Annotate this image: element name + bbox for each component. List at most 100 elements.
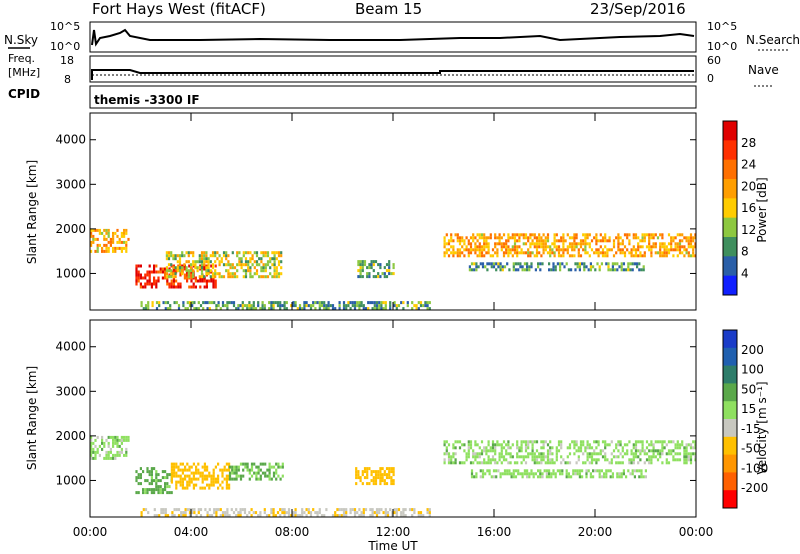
echo-cell	[103, 249, 106, 253]
echo-cell	[203, 263, 206, 267]
echo-cell	[90, 453, 93, 457]
echo-cell	[579, 449, 583, 453]
echo-cell	[553, 254, 556, 258]
nave-label: Nave	[748, 63, 779, 77]
echo-cell	[678, 245, 682, 249]
echo-cell	[228, 486, 231, 490]
echo-cell	[467, 452, 470, 456]
echo-cell	[566, 446, 569, 450]
echo-cell	[164, 476, 167, 480]
echo-cell	[476, 233, 479, 237]
echo-cell	[606, 458, 609, 462]
echo-cell	[683, 455, 686, 459]
echo-cell	[588, 452, 591, 456]
echo-cell	[375, 301, 379, 305]
echo-cell	[359, 266, 362, 270]
echo-cell	[514, 268, 518, 272]
echo-cell	[674, 452, 677, 456]
echo-cell	[488, 262, 491, 266]
echo-cell	[120, 240, 123, 244]
echo-cell	[652, 446, 655, 450]
echo-cell	[634, 236, 638, 240]
echo-cell	[327, 307, 330, 311]
echo-cell	[648, 233, 651, 237]
echo-cell	[379, 479, 382, 483]
echo-cell	[254, 511, 258, 515]
echo-cell	[139, 285, 142, 289]
echo-cell	[548, 472, 551, 476]
echo-cell	[94, 453, 97, 457]
echo-cell	[519, 472, 522, 476]
echo-cell	[298, 307, 302, 311]
echo-cell	[450, 455, 453, 459]
colorbar-tick-label: -15	[741, 422, 761, 436]
echo-cell	[169, 307, 172, 311]
echo-cell	[499, 265, 502, 269]
echo-cell	[137, 476, 140, 480]
echo-cell	[94, 450, 97, 454]
echo-cell	[529, 254, 532, 258]
echo-cell	[599, 251, 602, 255]
echo-cell	[575, 443, 578, 447]
echo-cell	[167, 254, 171, 258]
echo-cell	[489, 254, 492, 258]
echo-cell	[627, 268, 630, 272]
echo-cell	[588, 446, 591, 450]
echo-cell	[218, 275, 221, 279]
echo-cell	[103, 456, 106, 460]
echo-cell	[173, 301, 176, 305]
echo-cell	[619, 440, 622, 444]
echo-cell	[388, 476, 391, 480]
echo-cell	[273, 251, 276, 255]
echo-cell	[101, 438, 104, 442]
echo-cell	[641, 254, 644, 258]
echo-cell	[120, 234, 123, 238]
echo-cell	[678, 251, 682, 255]
echo-cell	[518, 239, 521, 243]
echo-cell	[694, 242, 697, 246]
echo-cell	[150, 282, 153, 286]
echo-cell	[518, 446, 521, 450]
echo-cell	[270, 307, 273, 311]
echo-cell	[465, 248, 468, 252]
echo-cell	[285, 511, 288, 515]
echo-cell	[270, 508, 273, 512]
noise-right-tick-bottom: 10^0	[707, 40, 737, 53]
echo-cell	[607, 268, 610, 272]
echo-cell	[502, 242, 506, 246]
echo-cell	[287, 514, 291, 518]
echo-cell	[105, 450, 108, 454]
echo-cell	[357, 470, 360, 474]
echo-cell	[555, 452, 558, 456]
echo-cell	[165, 266, 168, 270]
echo-cell	[537, 265, 540, 269]
echo-cell	[253, 251, 256, 255]
echo-cell	[568, 446, 572, 450]
echo-cell	[628, 461, 631, 465]
echo-cell	[262, 263, 265, 267]
echo-cell	[349, 307, 352, 311]
echo-cell	[502, 455, 506, 459]
echo-cell	[590, 452, 594, 456]
echo-cell	[632, 248, 635, 252]
echo-cell	[485, 446, 488, 450]
echo-cell	[540, 440, 543, 444]
echo-cell	[125, 231, 128, 235]
echo-cell	[456, 233, 459, 237]
echo-cell	[689, 242, 693, 246]
echo-cell	[509, 452, 512, 456]
echo-cell	[153, 488, 156, 492]
echo-cell	[615, 455, 618, 459]
echo-cell	[228, 465, 232, 469]
echo-cell	[523, 268, 526, 272]
echo-cell	[634, 452, 638, 456]
echo-cell	[212, 474, 215, 478]
echo-cell	[177, 304, 181, 308]
echo-cell	[182, 304, 185, 308]
echo-cell	[480, 449, 484, 453]
echo-cell	[213, 508, 216, 512]
echo-cell	[472, 248, 475, 252]
colorbar-swatch	[723, 419, 737, 438]
echo-cell	[314, 307, 317, 311]
